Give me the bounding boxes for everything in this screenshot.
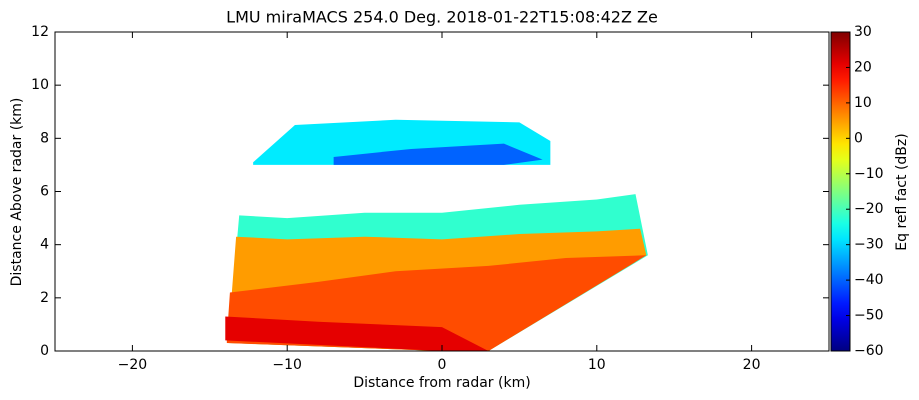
- y-tick-label: 10: [31, 77, 49, 93]
- colorbar-label: Eq refl fact (dBz): [894, 133, 910, 250]
- y-axis-label: Distance Above radar (km): [9, 98, 25, 287]
- x-axis-label: Distance from radar (km): [353, 375, 530, 391]
- colorbar-tick-label: −10: [854, 166, 884, 182]
- x-tick-label: 0: [438, 357, 447, 373]
- colorbar-tick-label: 30: [854, 24, 872, 40]
- echo-region: [333, 143, 543, 165]
- x-tick-label: 10: [588, 357, 606, 373]
- colorbar-tick-label: 10: [854, 95, 872, 111]
- colorbar-tick-label: −20: [854, 201, 884, 217]
- colorbar-tick-label: 20: [854, 59, 872, 75]
- x-tick-label: −20: [118, 357, 148, 373]
- colorbar-tick-label: −40: [854, 272, 884, 288]
- y-tick-label: 6: [40, 184, 49, 200]
- x-tick-label: 20: [743, 357, 761, 373]
- colorbar: [830, 31, 851, 352]
- y-tick-label: 4: [40, 237, 49, 253]
- y-tick-label: 8: [40, 130, 49, 146]
- echo-region: [225, 316, 489, 351]
- colorbar-tick-label: 0: [854, 130, 863, 146]
- colorbar-tick-label: −50: [854, 308, 884, 324]
- y-tick-label: 12: [31, 24, 49, 40]
- chart-title: LMU miraMACS 254.0 Deg. 2018-01-22T15:08…: [226, 8, 658, 27]
- colorbar-tick-label: −60: [854, 343, 884, 359]
- y-tick-label: 2: [40, 290, 49, 306]
- colorbar-tick-label: −30: [854, 237, 884, 253]
- x-tick-label: −10: [272, 357, 302, 373]
- y-tick-label: 0: [40, 343, 49, 359]
